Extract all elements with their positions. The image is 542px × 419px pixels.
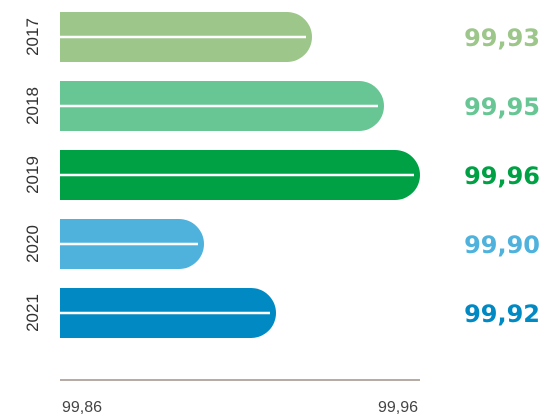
bar-stripe-2020 (60, 242, 198, 246)
x-tick-label-max: 99,96 (378, 399, 418, 416)
category-label-2020: 2020 (23, 225, 42, 263)
value-label-2019: 99,96 (464, 162, 540, 190)
x-tick-label-min: 99,86 (62, 399, 102, 416)
value-label-2020: 99,90 (464, 231, 540, 259)
value-label-2018: 99,95 (464, 93, 540, 121)
value-label-2021: 99,92 (464, 300, 540, 328)
category-labels: 2017 2018 2019 2020 2021 (23, 18, 42, 332)
bar-stripe-2017 (60, 35, 306, 39)
category-label-2021: 2021 (23, 294, 42, 332)
category-label-2019: 2019 (23, 156, 42, 194)
bar-stripe-2019 (60, 173, 414, 177)
category-label-2018: 2018 (23, 87, 42, 125)
value-labels: 99,93 99,95 99,96 99,90 99,92 (464, 24, 540, 328)
bar-series (60, 12, 420, 338)
bar-stripe-2018 (60, 104, 378, 108)
bar-stripe-2021 (60, 311, 270, 315)
category-label-2017: 2017 (23, 18, 42, 56)
value-label-2017: 99,93 (464, 24, 540, 52)
